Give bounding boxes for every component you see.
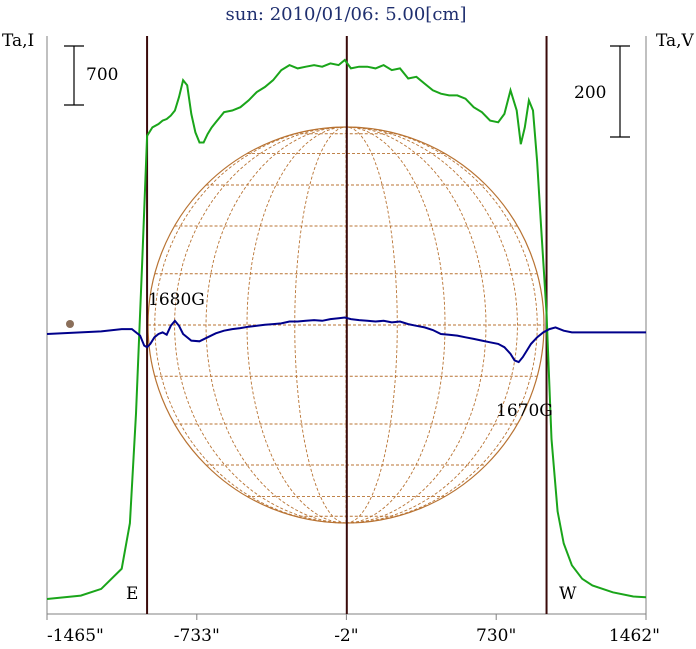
field-annotation-west: 1670G — [496, 401, 553, 421]
longitude-line — [345, 126, 446, 524]
series-layer — [46, 58, 647, 600]
longitude-line — [345, 126, 487, 524]
left-scale-bar: 700 — [64, 45, 118, 106]
intensity-series-line — [46, 58, 647, 600]
longitude-line — [345, 126, 538, 524]
longitude-line — [345, 126, 398, 524]
limb-and-center-markers — [146, 36, 548, 614]
left-scale-bar-label: 700 — [86, 65, 118, 85]
circular-polarization-series-line — [46, 316, 646, 364]
right-axis-label: Ta,V — [656, 31, 695, 51]
chart-title: sun: 2010/01/06: 5.00[cm] — [225, 4, 466, 25]
longitude-line — [174, 126, 347, 524]
longitude-line — [246, 126, 347, 524]
field-annotation-east: 1680G — [148, 290, 205, 310]
left-axis-label: Ta,I — [2, 31, 34, 51]
west-limb-label: W — [559, 584, 577, 604]
x-tick-label: 1462" — [609, 626, 660, 646]
reference-dot — [66, 320, 74, 328]
x-tick-label: -733" — [174, 626, 220, 646]
longitude-line — [345, 126, 518, 524]
right-scale-bar: 200 — [574, 45, 630, 138]
x-tick-label: -1465" — [47, 626, 104, 646]
right-scale-bar-label: 200 — [574, 83, 606, 103]
x-tick-label: -2" — [334, 626, 358, 646]
longitude-line — [294, 126, 347, 524]
x-tick-marks — [46, 614, 647, 620]
east-limb-label: E — [126, 584, 138, 604]
x-tick-label: 730" — [476, 626, 516, 646]
x-tick-labels: -1465" -733" -2" 730" 1462" — [47, 626, 660, 646]
longitude-line — [154, 126, 347, 524]
longitude-line — [205, 126, 347, 524]
